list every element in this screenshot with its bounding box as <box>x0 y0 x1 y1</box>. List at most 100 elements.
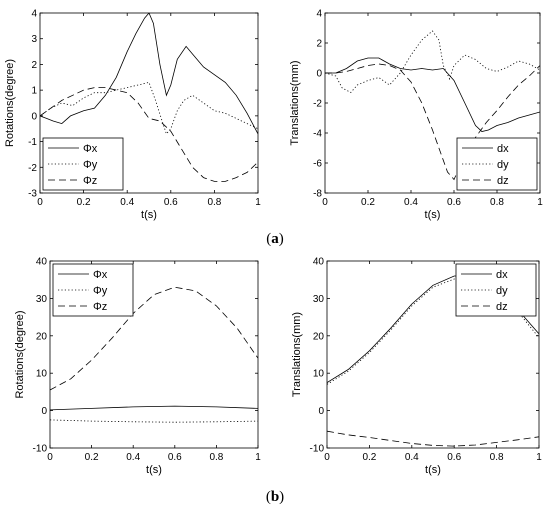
y-tick-label: 40 <box>313 257 325 268</box>
x-tick-label: 1 <box>537 197 543 208</box>
y-tick-label: -3 <box>28 189 37 200</box>
legend-box <box>455 263 537 317</box>
legend-box <box>52 263 134 317</box>
x-axis-label: t(s) <box>425 209 441 221</box>
x-tick-label: 0.4 <box>120 197 134 208</box>
x-tick-label: 0.2 <box>361 197 375 208</box>
legend-label: Φy <box>93 285 108 297</box>
y-tick-label: -1 <box>28 137 37 148</box>
series-line-dotted <box>325 30 540 94</box>
panels: 0 0.2 0.4 0.6 0.8 1-3-2-101234t(s)Rotations(d… <box>4 9 543 477</box>
y-tick-label: -10 <box>310 444 325 455</box>
y-tick-label: -10 <box>33 444 48 455</box>
y-tick-label: 0 <box>41 406 47 417</box>
y-tick-label: 20 <box>36 331 48 342</box>
x-tick-label: 0.6 <box>164 197 178 208</box>
caption-b: (b) <box>266 489 284 505</box>
y-tick-label: 20 <box>313 331 325 342</box>
series-line-solid <box>325 57 540 132</box>
x-tick-label: 0.4 <box>126 452 140 463</box>
x-axis-label: t(s) <box>141 209 157 221</box>
legend-label: dx <box>497 143 509 155</box>
y-tick-label: 30 <box>313 294 325 305</box>
chart-b-rot: 0 0.2 0.4 0.6 0.8 1-10010203040t(s)Rotations(… <box>14 257 261 477</box>
x-tick-label: 0.6 <box>447 452 461 463</box>
series-line-dashed <box>327 430 539 447</box>
legend-box <box>42 137 124 191</box>
x-tick-label: 0.4 <box>405 452 419 463</box>
x-tick-label: 0.6 <box>447 197 461 208</box>
y-tick-label: -4 <box>313 129 322 140</box>
x-axis-label: t(s) <box>425 464 441 476</box>
y-axis-label: Translations(mm) <box>291 312 303 397</box>
y-tick-label: 2 <box>31 60 37 71</box>
legend-label: Φy <box>83 159 98 171</box>
y-tick-label: 1 <box>31 86 37 97</box>
x-tick-label: 0.4 <box>404 197 418 208</box>
y-axis-label: Rotations(degree) <box>4 59 16 147</box>
legend-label: Φz <box>83 175 97 187</box>
series-line-solid <box>50 405 258 411</box>
plot-frame <box>49 260 259 449</box>
series-group <box>325 30 540 181</box>
x-tick-label: 0.8 <box>490 452 504 463</box>
legend-label: dx <box>496 269 508 281</box>
y-axis-label: Rotations(degree) <box>14 310 26 398</box>
series-line-dotted <box>327 278 539 385</box>
chart-a-trans: 0 0.2 0.4 0.6 0.8 1 -8 -6 -4 -2 0 2 4 t(s) Translation… <box>289 9 543 222</box>
y-tick-label: 0 <box>31 111 37 122</box>
x-tick-label: 0.2 <box>85 452 99 463</box>
series-line-dashed <box>50 286 258 391</box>
legend-label: Φx <box>93 269 108 281</box>
series-line-dotted <box>50 419 258 423</box>
caption-a: (a) <box>266 231 284 247</box>
series-line-dashed <box>40 87 258 182</box>
x-tick-label: 1 <box>255 197 261 208</box>
legend-label: Φz <box>93 301 107 313</box>
chart-b-trans: 0 0.2 0.4 0.6 0.8 1-10010203040t(s)Translatio… <box>291 257 542 477</box>
y-tick-label: 40 <box>36 257 48 268</box>
x-tick-label: 0.8 <box>207 197 221 208</box>
x-tick-label: 0.2 <box>77 197 91 208</box>
x-tick-label: 0 <box>324 452 330 463</box>
x-tick-label: 0 <box>37 197 43 208</box>
x-tick-label: 0.6 <box>168 452 182 463</box>
y-tick-label: 4 <box>316 9 322 20</box>
y-tick-label: 0 <box>318 406 324 417</box>
plot-frame <box>326 260 540 449</box>
x-tick-label: 1 <box>255 452 261 463</box>
y-tick-label: 10 <box>36 369 48 380</box>
x-tick-label: 0.8 <box>209 452 223 463</box>
y-tick-label: 30 <box>36 294 48 305</box>
x-tick-label: 0.8 <box>490 197 504 208</box>
y-tick-label: 3 <box>31 34 37 45</box>
y-tick-label: -6 <box>313 159 322 170</box>
legend: dx dy dz <box>455 263 537 317</box>
legend-box <box>456 137 538 191</box>
chart-a-rot: 0 0.2 0.4 0.6 0.8 1 -3 -2 -1 0 1 2 3 4 t(s) Rotations(d… <box>4 9 261 222</box>
y-tick-label: 10 <box>313 369 325 380</box>
series-line-dotted <box>40 81 258 135</box>
x-tick-label: 0.2 <box>362 452 376 463</box>
legend-label: dy <box>496 285 508 297</box>
y-tick-label: -2 <box>313 99 322 110</box>
legend-label: dy <box>497 159 509 171</box>
y-tick-label: 0 <box>316 69 322 80</box>
y-tick-label: 2 <box>316 39 322 50</box>
legend: dx dy dz <box>456 137 538 191</box>
y-tick-label: 4 <box>31 9 37 20</box>
y-tick-label: -2 <box>28 163 37 174</box>
legend: Φx Φy Φz <box>42 137 124 191</box>
x-axis-label: t(s) <box>146 464 162 476</box>
legend-label: dz <box>496 301 508 313</box>
legend: Φx Φy Φz <box>52 263 134 317</box>
plot-frame <box>39 12 259 194</box>
x-tick-label: 0 <box>47 452 53 463</box>
legend-label: dz <box>497 175 509 187</box>
y-axis-label: Translations(mm) <box>289 60 301 145</box>
series-group <box>50 286 258 423</box>
y-tick-label: -8 <box>313 189 322 200</box>
series-line-solid <box>40 13 258 135</box>
legend-label: Φx <box>83 143 98 155</box>
